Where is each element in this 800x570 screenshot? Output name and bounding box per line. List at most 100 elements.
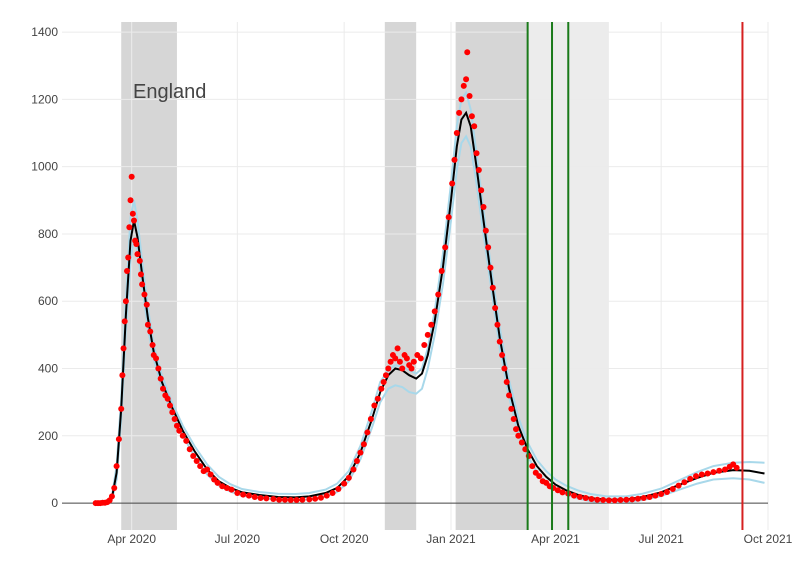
y-axis-ticks: 0 200 400 600 800 1000 1200 1400 — [31, 25, 58, 510]
data-point — [141, 291, 148, 298]
x-tick-label: Oct 2021 — [744, 532, 793, 546]
y-tick-label: 200 — [38, 429, 58, 443]
data-point — [385, 365, 392, 372]
data-point — [428, 321, 435, 328]
data-point — [299, 496, 306, 503]
data-point — [115, 436, 122, 443]
data-point — [281, 496, 288, 503]
y-tick-label: 1400 — [31, 25, 58, 39]
data-point — [510, 415, 517, 422]
data-point — [394, 345, 401, 352]
data-point — [408, 365, 415, 372]
data-point — [197, 463, 204, 470]
data-point — [169, 409, 176, 416]
data-point — [128, 173, 135, 180]
data-point — [513, 426, 520, 433]
data-point — [357, 449, 364, 456]
data-point — [387, 358, 394, 365]
data-point — [204, 466, 211, 473]
data-point — [499, 352, 506, 359]
data-point — [536, 473, 543, 480]
data-point — [374, 395, 381, 402]
data-point — [456, 109, 463, 116]
data-point — [417, 355, 424, 362]
x-tick-label: Jul 2021 — [638, 532, 684, 546]
data-point — [157, 375, 164, 382]
data-point — [492, 304, 499, 311]
data-point — [270, 496, 277, 503]
data-point — [240, 491, 247, 498]
data-point — [144, 321, 151, 328]
data-point — [698, 471, 705, 478]
data-point — [312, 495, 319, 502]
data-point — [722, 466, 729, 473]
data-point — [733, 464, 740, 471]
data-point — [421, 341, 428, 348]
data-point — [681, 479, 688, 486]
data-point — [133, 241, 140, 248]
data-point — [453, 130, 460, 137]
data-point — [503, 378, 510, 385]
data-point — [554, 487, 561, 494]
data-point — [257, 495, 264, 502]
shaded-period-0 — [121, 22, 177, 530]
data-point — [482, 227, 489, 234]
data-point — [716, 467, 723, 474]
data-point — [122, 298, 129, 305]
data-point — [263, 495, 270, 502]
data-point — [335, 485, 342, 492]
data-point — [353, 458, 360, 465]
data-point — [371, 402, 378, 409]
data-point — [378, 385, 385, 392]
data-point — [134, 251, 141, 258]
data-point — [149, 341, 156, 348]
data-point — [155, 365, 162, 372]
data-point — [582, 495, 589, 502]
data-point — [166, 402, 173, 409]
y-tick-label: 1000 — [31, 160, 58, 174]
data-point — [501, 365, 508, 372]
data-point — [463, 76, 470, 83]
data-point — [629, 496, 636, 503]
data-point — [124, 267, 131, 274]
data-point — [293, 497, 300, 504]
data-point — [287, 497, 294, 504]
data-point — [120, 345, 127, 352]
data-point — [129, 210, 136, 217]
data-point — [113, 463, 120, 470]
data-point — [464, 49, 471, 56]
data-point — [276, 496, 283, 503]
data-point — [460, 82, 467, 89]
data-point — [611, 497, 618, 504]
data-point — [623, 496, 630, 503]
data-point — [600, 497, 607, 504]
data-point — [588, 496, 595, 503]
data-point — [646, 494, 653, 501]
data-point — [485, 244, 492, 251]
data-point — [223, 484, 230, 491]
data-point — [251, 494, 258, 501]
observed-points — [92, 49, 740, 507]
data-point — [559, 489, 566, 496]
data-point — [186, 446, 193, 453]
data-point — [410, 358, 417, 365]
data-point — [435, 291, 442, 298]
y-tick-label: 0 — [51, 496, 58, 510]
data-point — [658, 491, 665, 498]
data-point — [652, 492, 659, 499]
y-tick-label: 400 — [38, 362, 58, 376]
data-point — [518, 439, 525, 446]
data-point — [323, 492, 330, 499]
data-point — [137, 271, 144, 278]
data-point — [111, 484, 118, 491]
data-point — [506, 392, 513, 399]
data-point — [160, 385, 167, 392]
data-point — [360, 441, 367, 448]
data-point — [605, 497, 612, 504]
confidence-band — [95, 90, 765, 505]
data-point — [219, 483, 226, 490]
fitted-line — [95, 110, 765, 505]
data-point — [424, 331, 431, 338]
data-point — [176, 427, 183, 434]
data-point — [693, 473, 700, 480]
